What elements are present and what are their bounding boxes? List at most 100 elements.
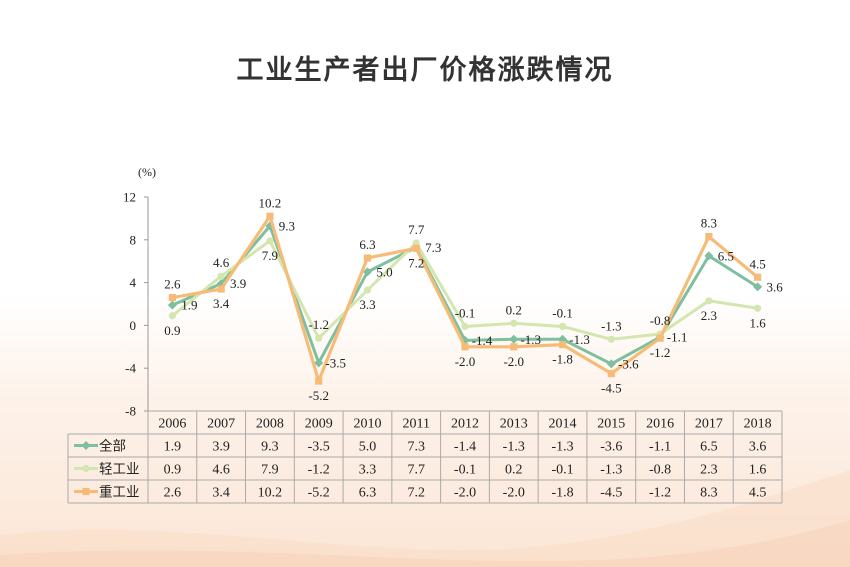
x-tick-label: 2007 xyxy=(207,417,235,432)
table-cell: -0.1 xyxy=(454,463,476,478)
y-tick-label: 0 xyxy=(130,318,137,333)
x-tick-label: 2008 xyxy=(256,417,284,432)
table-cell: 2.6 xyxy=(164,486,182,501)
data-point xyxy=(754,273,762,281)
table-cell: 10.2 xyxy=(258,486,283,501)
table-cell: 7.9 xyxy=(261,463,279,478)
data-label: -3.6 xyxy=(618,356,639,371)
table-cell: -2.0 xyxy=(503,486,525,501)
x-tick-label: 2013 xyxy=(500,417,528,432)
table-cell: 3.4 xyxy=(212,486,230,501)
data-label: -2.0 xyxy=(455,354,476,369)
table-cell: 7.7 xyxy=(407,463,425,478)
table-cell: 1.6 xyxy=(749,463,767,478)
table-cell: 1.9 xyxy=(164,440,182,455)
legend-label: 轻工业 xyxy=(99,462,140,478)
data-label: -3.5 xyxy=(325,355,346,370)
data-point xyxy=(656,334,664,342)
data-label: 6.3 xyxy=(359,237,375,252)
data-point xyxy=(606,359,616,369)
data-point xyxy=(266,212,274,220)
y-tick-label: 12 xyxy=(123,190,136,205)
x-tick-label: 2017 xyxy=(695,417,723,432)
table-cell: 7.3 xyxy=(407,440,425,455)
table-cell: -1.8 xyxy=(551,486,573,501)
data-label: -1.1 xyxy=(667,330,688,345)
table-cell: 0.9 xyxy=(164,463,182,478)
table-cell: 4.6 xyxy=(212,463,230,478)
data-point xyxy=(168,293,176,302)
data-point xyxy=(704,251,714,261)
data-point xyxy=(510,343,518,351)
data-label: 2.6 xyxy=(164,277,181,292)
data-label: 0.9 xyxy=(164,323,180,338)
data-point xyxy=(754,304,762,312)
data-point xyxy=(363,254,372,262)
y-tick-label: -4 xyxy=(125,361,136,376)
data-label: -1.3 xyxy=(520,332,541,347)
data-label: 3.4 xyxy=(213,296,230,311)
data-point xyxy=(315,334,323,342)
table-cell: 6.3 xyxy=(359,486,377,501)
table-cell: -1.4 xyxy=(454,440,476,455)
data-label: -2.0 xyxy=(503,354,524,369)
x-tick-label: 2018 xyxy=(744,417,772,432)
data-point xyxy=(412,244,420,252)
table-cell: -3.6 xyxy=(600,440,622,455)
data-label: -0.8 xyxy=(650,313,671,328)
table-cell: -3.5 xyxy=(308,440,330,455)
x-tick-label: 2010 xyxy=(353,417,381,432)
legend-marker xyxy=(82,487,90,496)
table-cell: -1.2 xyxy=(649,486,671,501)
data-label: -4.5 xyxy=(601,381,622,396)
data-label: -1.3 xyxy=(601,318,622,333)
legend-marker xyxy=(82,464,90,473)
table-cell: 3.3 xyxy=(359,463,377,478)
data-point xyxy=(753,282,763,292)
data-label: 7.3 xyxy=(425,240,441,255)
data-point xyxy=(705,232,713,241)
table-cell: 2.3 xyxy=(700,463,718,478)
x-tick-label: 2012 xyxy=(451,417,479,432)
data-point xyxy=(362,267,372,277)
table-cell: -0.1 xyxy=(551,463,573,478)
table-cell: -1.3 xyxy=(503,440,525,455)
data-label: 6.5 xyxy=(718,248,734,263)
table-cell: -1.1 xyxy=(649,440,671,455)
data-label: -5.2 xyxy=(308,388,329,403)
data-point xyxy=(461,322,469,331)
data-point xyxy=(167,300,177,310)
data-label: 1.9 xyxy=(181,298,197,313)
data-label: -1.8 xyxy=(552,352,573,367)
data-point xyxy=(705,297,713,305)
data-label: -1.2 xyxy=(650,345,671,360)
data-point xyxy=(558,341,567,349)
data-label: 3.3 xyxy=(359,297,375,312)
x-tick-label: 2015 xyxy=(597,417,625,432)
data-label: -1.4 xyxy=(472,333,493,348)
data-point xyxy=(509,334,519,344)
data-label: 3.9 xyxy=(230,276,246,291)
data-label: 5.0 xyxy=(376,264,392,279)
table-cell: 9.3 xyxy=(261,440,279,455)
data-point xyxy=(461,343,469,351)
table-cell: -1.3 xyxy=(551,440,573,455)
data-label: 4.6 xyxy=(213,255,230,270)
data-label: 10.2 xyxy=(259,195,282,210)
data-point xyxy=(363,286,372,294)
data-point xyxy=(607,369,615,378)
data-label: -0.1 xyxy=(455,305,476,320)
data-label: -1.2 xyxy=(308,317,329,332)
data-label: 8.3 xyxy=(701,216,717,231)
x-tick-label: 2011 xyxy=(402,417,429,432)
data-label: 3.6 xyxy=(766,279,783,294)
x-tick-label: 2016 xyxy=(646,417,674,432)
y-tick-label: -8 xyxy=(125,404,136,419)
data-point xyxy=(168,312,176,320)
data-label: -1.3 xyxy=(569,332,590,347)
data-point xyxy=(217,272,225,280)
data-label: 0.2 xyxy=(506,302,522,317)
data-label: -0.1 xyxy=(552,305,573,320)
data-point xyxy=(314,358,324,368)
